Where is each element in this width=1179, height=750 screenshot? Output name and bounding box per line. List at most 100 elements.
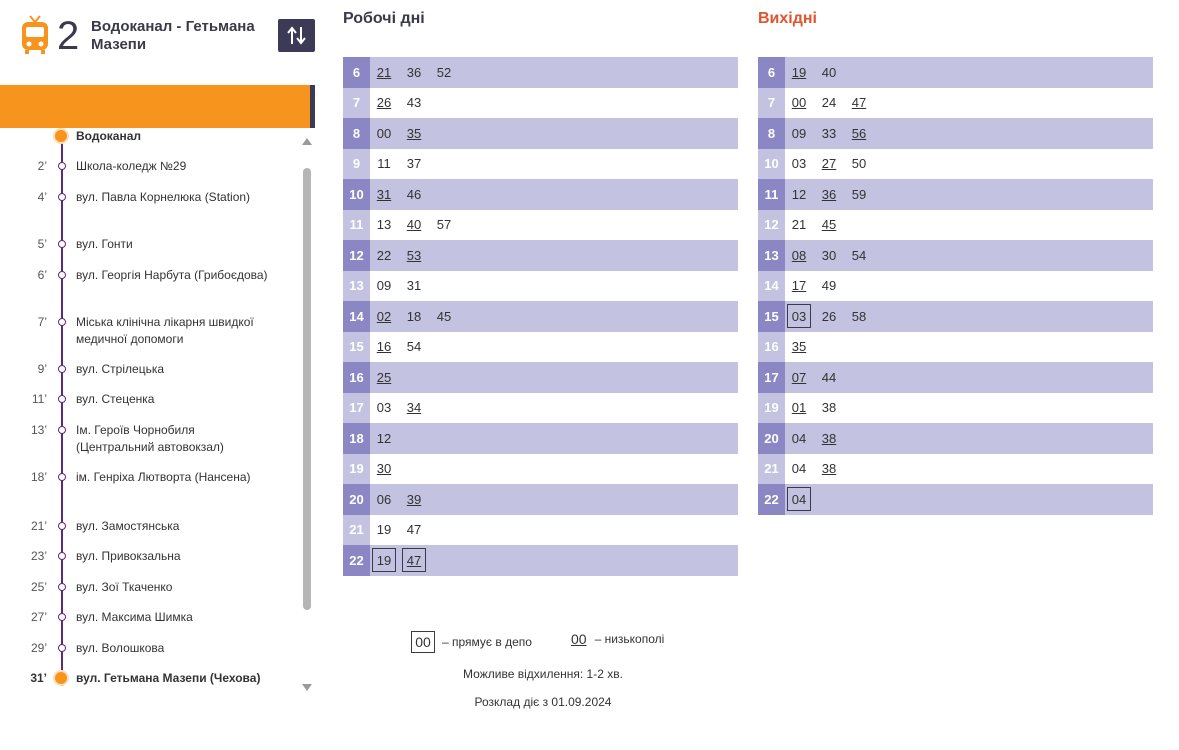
minutes-cell: 19 40	[785, 57, 847, 88]
hour-cell: 10	[758, 148, 785, 179]
stop-name[interactable]: вул. Стеценка	[76, 392, 155, 406]
minutes-cell: 35	[785, 332, 817, 363]
departure-minute: 21	[791, 217, 807, 233]
stop-item[interactable]: 2’ Школа-коледж №29	[0, 158, 300, 192]
stop-name[interactable]: вул. Волошкова	[76, 641, 165, 655]
timetable-row: 13 09 31	[343, 270, 738, 301]
departure-minute: 47	[402, 548, 426, 573]
minutes-cell: 03 26 58	[785, 301, 877, 332]
stop-name[interactable]: Водоканал	[76, 129, 142, 143]
hour-cell: 18	[343, 423, 370, 454]
route-color-band	[0, 85, 310, 128]
hour-cell: 13	[343, 270, 370, 301]
stop-name[interactable]: вул. Павла Корнелюка (Station)	[76, 190, 251, 204]
departure-minute: 39	[406, 491, 422, 507]
departure-minute: 04	[791, 430, 807, 446]
stop-item[interactable]: 11’ вул. Стеценка	[0, 391, 300, 425]
departure-minute: 35	[406, 125, 422, 141]
timetable-row: 20 04 38	[758, 423, 1153, 454]
stop-item[interactable]: 5’ вул. Гонти	[0, 236, 300, 270]
stop-item[interactable]: 23’ вул. Привокзальна	[0, 548, 300, 582]
departure-minute: 31	[376, 186, 392, 202]
stop-name[interactable]: вул. Привокзальна	[76, 549, 181, 563]
stop-dot-icon	[58, 162, 66, 170]
stop-name[interactable]: вул. Замостянська	[76, 519, 180, 533]
stop-time: 7’	[37, 315, 47, 329]
hour-cell: 12	[343, 240, 370, 271]
route-header: 2 Водоканал - Гетьмана Мазепи	[0, 0, 316, 70]
departure-minute: 09	[791, 125, 807, 141]
stop-item[interactable]: 21’ вул. Замостянська	[0, 518, 300, 552]
stop-item[interactable]: 13’ Ім. Героїв Чорнобиля (Центральний авт…	[0, 422, 300, 456]
stop-item[interactable]: Водоканал	[0, 128, 300, 162]
minutes-cell: 02 18 45	[370, 301, 462, 332]
stop-name[interactable]: вул. Гонти	[76, 237, 133, 251]
departure-minute: 26	[376, 95, 392, 111]
minutes-cell: 04	[785, 484, 817, 515]
stop-name[interactable]: вул. Гетьмана Мазепи (Чехова)	[76, 671, 261, 685]
stop-item[interactable]: 7’ Міська клінічна лікарня швидкої медичн…	[0, 314, 300, 348]
route-number: 2	[57, 14, 80, 58]
stop-time: 2’	[37, 159, 47, 173]
stop-item[interactable]: 18’ ім. Генріха Лютворта (Нансена)	[0, 469, 300, 503]
stop-item[interactable]: 6’ вул. Георгія Нарбута (Грибоєдова)	[0, 267, 300, 301]
scroll-down-arrow-icon[interactable]	[302, 684, 312, 691]
departure-minute: 22	[376, 247, 392, 263]
departure-minute: 03	[376, 400, 392, 416]
departure-minute: 43	[406, 95, 422, 111]
weekend-title: Вихідні	[758, 10, 817, 27]
route-line	[61, 134, 63, 686]
stop-item[interactable]: 31’ вул. Гетьмана Мазепи (Чехова)	[0, 670, 300, 700]
departure-minute: 13	[376, 217, 392, 233]
departure-minute: 07	[791, 369, 807, 385]
minutes-cell: 19 47	[370, 545, 432, 576]
timetable-row: 13 08 30 54	[758, 240, 1153, 271]
stop-item[interactable]: 27’ вул. Максима Шимка	[0, 609, 300, 643]
tram-icon	[20, 14, 50, 54]
hour-cell: 17	[343, 392, 370, 423]
departure-minute: 21	[376, 64, 392, 80]
hour-cell: 14	[343, 301, 370, 332]
stop-name[interactable]: Школа-коледж №29	[76, 159, 187, 173]
minutes-cell: 26 43	[370, 88, 432, 119]
stop-name[interactable]: вул. Зої Ткаченко	[76, 580, 173, 594]
stop-dot-icon	[58, 395, 66, 403]
minutes-cell: 16 54	[370, 332, 432, 363]
stop-time: 23’	[30, 549, 47, 563]
minutes-cell: 00 24 47	[785, 88, 877, 119]
terminal-stop-icon	[55, 130, 67, 142]
timetable-row: 19 01 38	[758, 392, 1153, 423]
stop-name[interactable]: ім. Генріха Лютворта (Нансена)	[76, 470, 251, 484]
stop-name[interactable]: вул. Максима Шимка	[76, 610, 193, 624]
scroll-up-arrow-icon[interactable]	[302, 138, 312, 145]
scroll-thumb[interactable]	[303, 168, 311, 610]
legend-depot-sample: 00	[411, 631, 435, 653]
departure-minute: 50	[851, 156, 867, 172]
timetable-row: 22 04	[758, 484, 1153, 515]
stop-item[interactable]: 9’ вул. Стрілецька	[0, 361, 300, 395]
swap-direction-button[interactable]	[278, 19, 315, 52]
departure-minute: 25	[376, 369, 392, 385]
stop-name[interactable]: вул. Стрілецька	[76, 362, 165, 376]
stop-name[interactable]: Ім. Героїв Чорнобиля (Центральний автово…	[76, 423, 224, 454]
stop-item[interactable]: 4’ вул. Павла Корнелюка (Station)	[0, 189, 300, 223]
stop-time: 31’	[30, 671, 47, 685]
minutes-cell: 17 49	[785, 271, 847, 302]
hour-cell: 22	[758, 484, 785, 515]
weekday-timetable: 6 21 36 52 7 26 43 8 00 35 9 11 37 10 31 46 11 13 40 57 12 22…	[343, 57, 738, 576]
departure-minute: 54	[851, 247, 867, 263]
stop-name[interactable]: вул. Георгія Нарбута (Грибоєдова)	[76, 268, 268, 282]
stop-dot-icon	[58, 240, 66, 248]
hour-cell: 22	[343, 545, 370, 576]
minutes-cell: 25	[370, 362, 402, 393]
stop-name[interactable]: Міська клінічна лікарня швидкої медичної…	[76, 315, 254, 346]
departure-minute: 36	[821, 186, 837, 202]
stop-time: 6’	[37, 268, 47, 282]
stop-item[interactable]: 25’ вул. Зої Ткаченко	[0, 579, 300, 613]
departure-minute: 52	[436, 64, 452, 80]
timetable-row: 16 25	[343, 362, 738, 393]
stop-item[interactable]: 29’ вул. Волошкова	[0, 640, 300, 674]
hour-cell: 13	[758, 240, 785, 271]
departure-minute: 17	[791, 278, 807, 294]
departure-minute: 57	[436, 217, 452, 233]
